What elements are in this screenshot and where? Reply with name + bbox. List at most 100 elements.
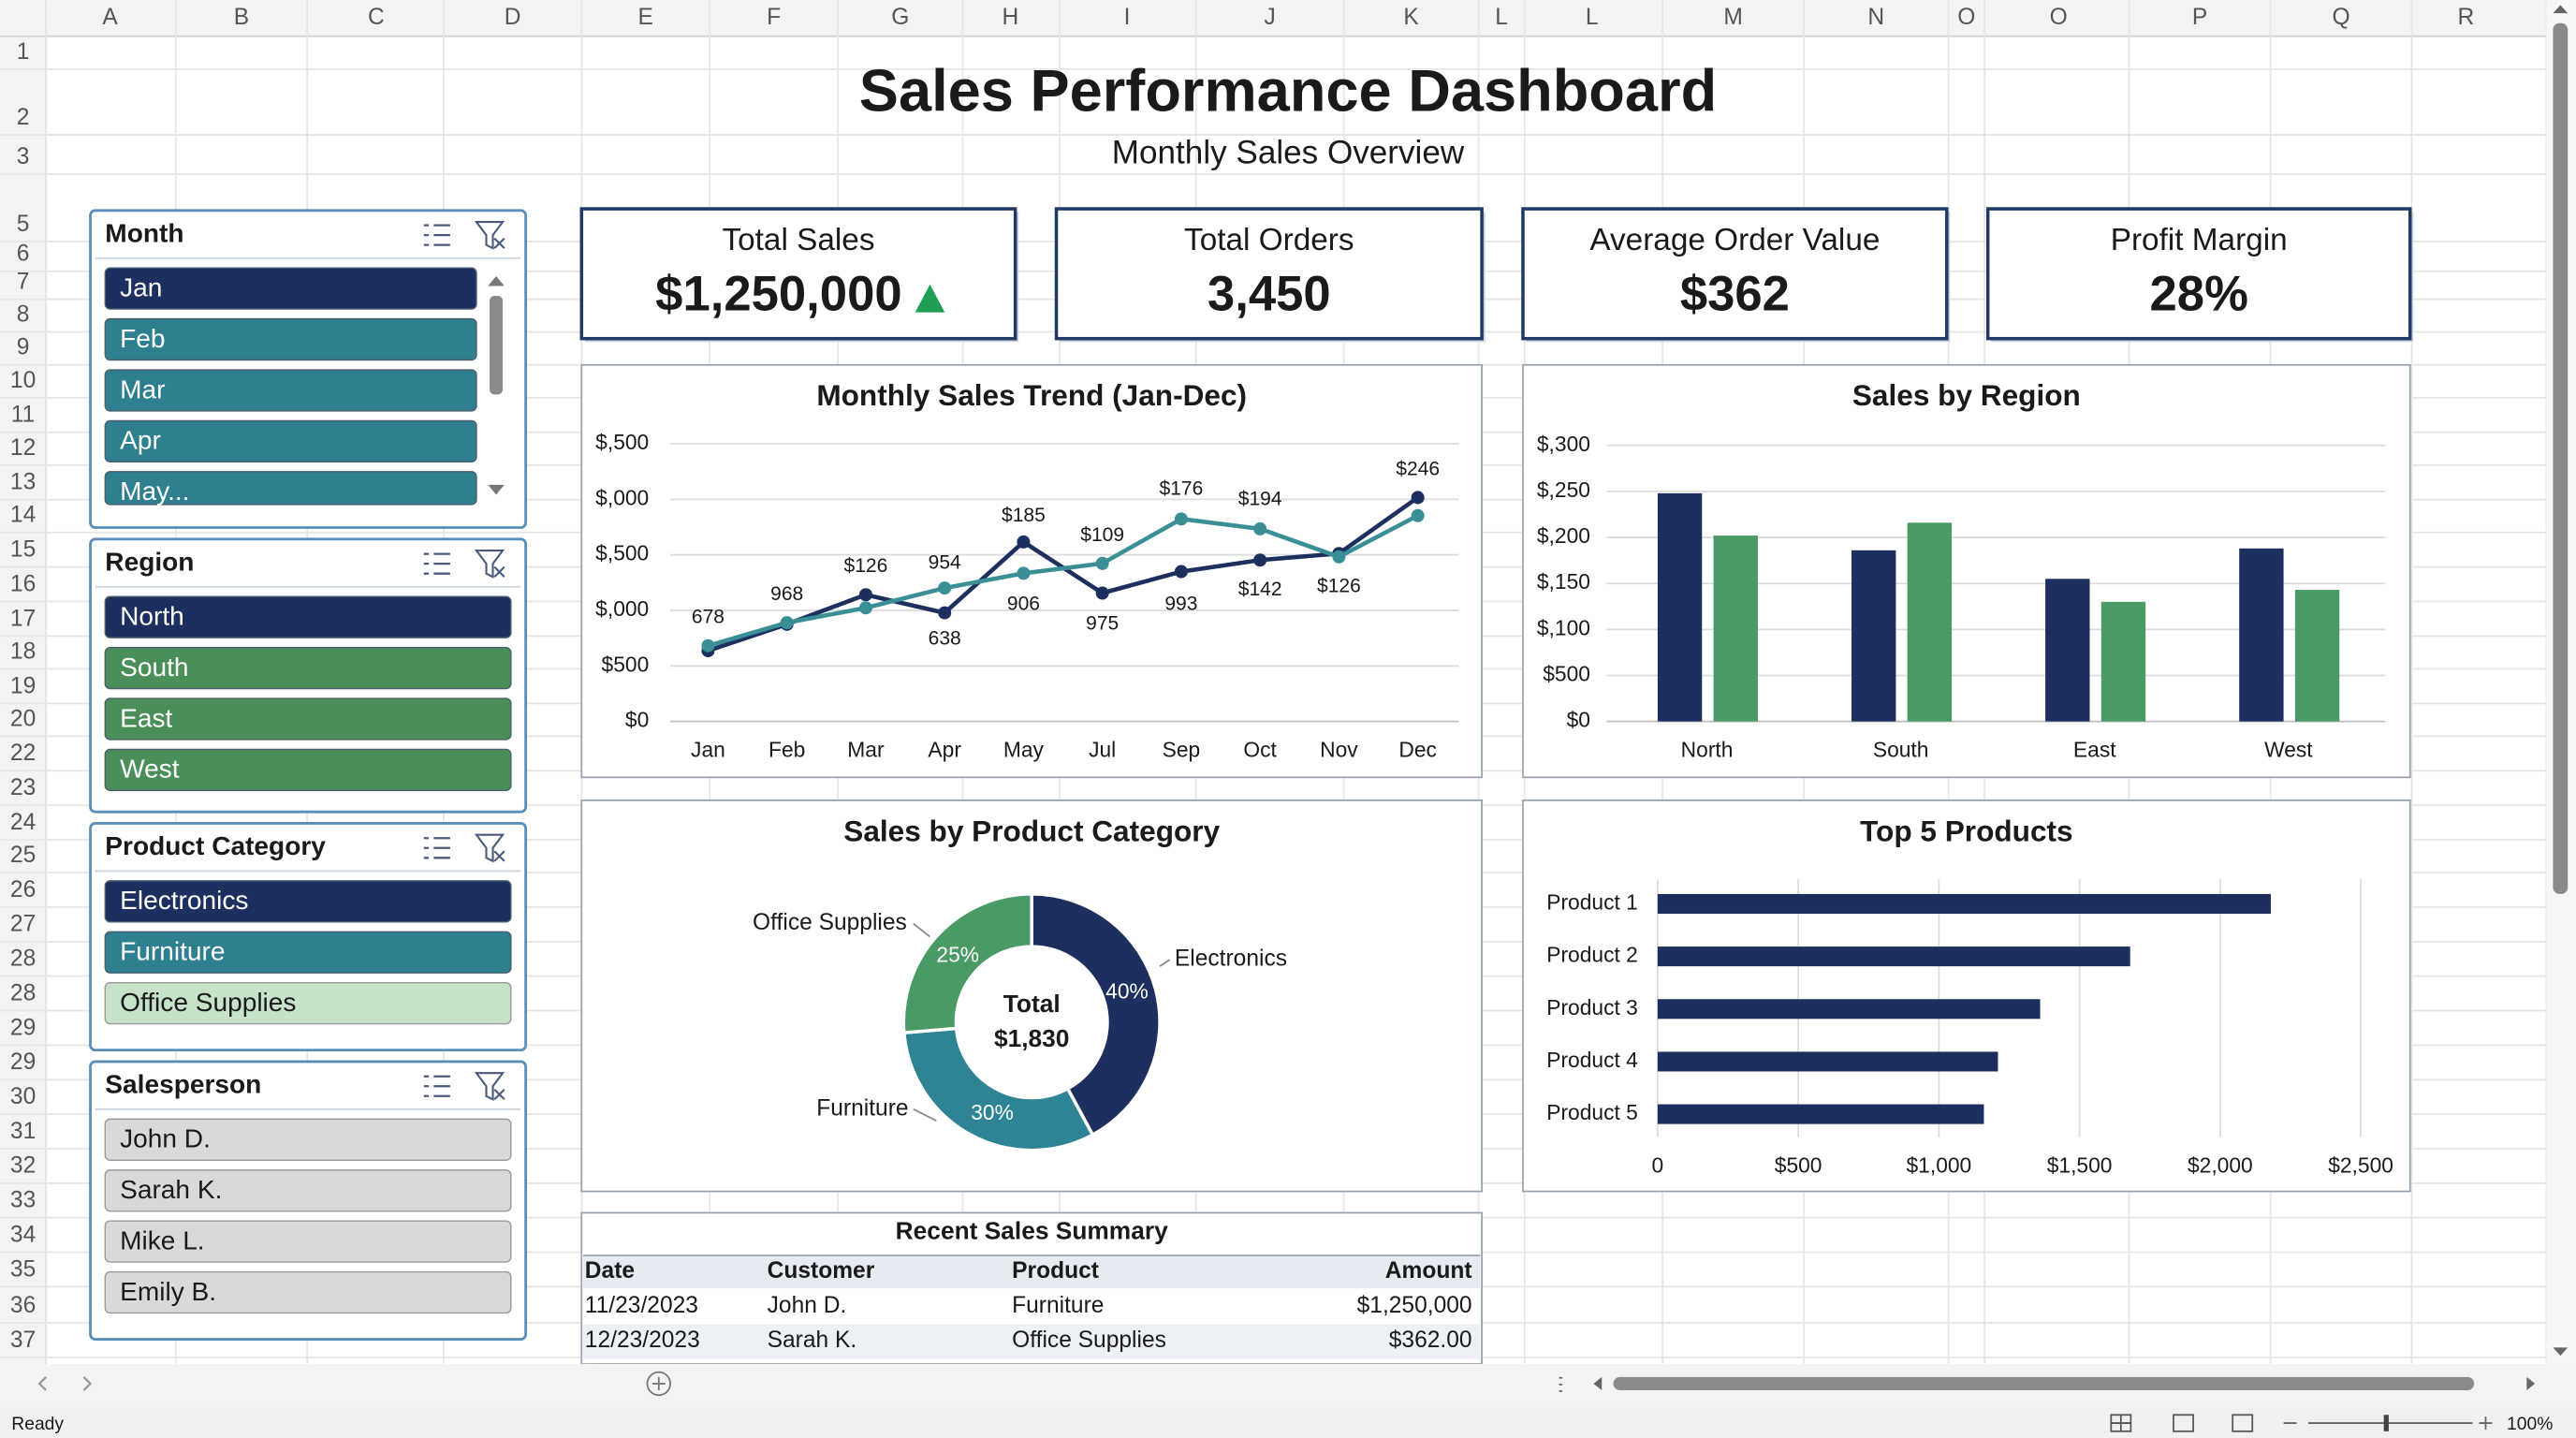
- donut-percent-label: 40%: [1105, 978, 1149, 1003]
- slicer-item[interactable]: [104, 697, 512, 741]
- tab-next[interactable]: [82, 1376, 93, 1391]
- bar: [1657, 999, 2041, 1020]
- chart-title: Sales by Product Category: [843, 814, 1220, 847]
- y-tick-label: $,000: [595, 596, 649, 621]
- bar: [2100, 601, 2146, 722]
- slicer-item[interactable]: [104, 369, 477, 412]
- table-cell: Office Supplies: [1012, 1328, 1166, 1353]
- slicer-item[interactable]: [104, 1220, 512, 1263]
- slicer-item[interactable]: [104, 748, 512, 792]
- y-tick-label: Product 2: [1546, 943, 1638, 967]
- bar: [1657, 1051, 1998, 1072]
- table-header-cell: Customer: [768, 1258, 875, 1284]
- slicer-item-label: John D.: [120, 1124, 211, 1153]
- slicer-item[interactable]: [104, 931, 512, 974]
- scroll-down[interactable]: [2553, 1347, 2569, 1357]
- x-tick-label: Apr: [928, 737, 961, 761]
- kpi-value: 28%: [2150, 267, 2248, 322]
- slicer-scroll-thumb[interactable]: [490, 296, 504, 395]
- bar: [1657, 492, 1703, 722]
- row-header: 31: [10, 1119, 36, 1144]
- scroll-up[interactable]: [2553, 5, 2569, 14]
- row-header: 13: [10, 470, 36, 495]
- bar: [2239, 548, 2284, 722]
- x-tick-label: Nov: [1320, 737, 1358, 761]
- y-tick-label: $,300: [1537, 432, 1590, 456]
- clear-filter-icon[interactable]: [474, 1072, 505, 1102]
- kpi-label: Total Sales: [722, 223, 874, 257]
- row-header: 30: [10, 1084, 36, 1109]
- slicer-item[interactable]: [104, 646, 512, 690]
- column-header: K: [1403, 5, 1419, 30]
- slicer-item-label: West: [120, 755, 180, 784]
- donut-category-label: Office Supplies: [753, 910, 907, 935]
- row-header: 28: [10, 980, 36, 1005]
- page-layout-view[interactable]: [2173, 1414, 2194, 1432]
- hscroll-thumb[interactable]: [1613, 1376, 2475, 1390]
- column-header: O: [2050, 5, 2068, 30]
- slicer-item[interactable]: [104, 267, 477, 310]
- multi-select-icon[interactable]: [423, 224, 450, 246]
- slicer-item[interactable]: [104, 595, 512, 638]
- zoom-slider[interactable]: [2283, 1416, 2493, 1431]
- data-annotation: 954: [929, 552, 961, 574]
- x-tick-label: North: [1681, 737, 1734, 761]
- scroll-thumb[interactable]: [2553, 22, 2569, 894]
- dashboard-subtitle: Monthly Sales Overview: [1112, 134, 1465, 170]
- x-tick-label: Oct: [1243, 737, 1277, 761]
- hscroll-right[interactable]: [2526, 1376, 2536, 1390]
- column-header: F: [767, 5, 781, 30]
- multi-select-icon[interactable]: [423, 552, 450, 575]
- data-annotation: 968: [770, 583, 803, 605]
- donut-slice: [901, 1026, 1095, 1152]
- slicer-item[interactable]: [104, 1270, 512, 1314]
- page-break-view[interactable]: [2232, 1414, 2254, 1432]
- slicer-item[interactable]: [104, 981, 512, 1025]
- x-tick-label: West: [2264, 737, 2313, 761]
- kpi-card: [579, 207, 1017, 341]
- line-point: [1411, 491, 1425, 505]
- x-tick-label: East: [2073, 737, 2116, 761]
- y-tick-label: $,250: [1537, 477, 1590, 502]
- line-point: [1017, 566, 1031, 580]
- data-annotation: $142: [1238, 579, 1282, 600]
- line-point: [938, 606, 952, 620]
- donut-slice: [901, 892, 1033, 1035]
- y-tick-label: Product 3: [1546, 995, 1638, 1020]
- multi-select-icon[interactable]: [423, 1075, 450, 1097]
- zoom-thumb[interactable]: [2383, 1415, 2389, 1431]
- tab-prev[interactable]: [37, 1376, 47, 1391]
- slicer-item[interactable]: [104, 317, 477, 361]
- clear-filter-icon[interactable]: [474, 221, 505, 250]
- column-header: E: [638, 5, 653, 30]
- row-header: 1: [17, 39, 30, 65]
- y-tick-label: $,500: [595, 541, 649, 565]
- slicer-item[interactable]: [104, 1118, 512, 1161]
- donut-percent-label: 25%: [936, 943, 979, 967]
- table-cell: 12/23/2023: [585, 1328, 700, 1353]
- chart-title: Monthly Sales Trend (Jan-Dec): [816, 378, 1247, 412]
- donut-slice: [1030, 892, 1162, 1137]
- row-header: 20: [10, 706, 36, 731]
- slicer-item[interactable]: [104, 880, 512, 923]
- hscroll-left[interactable]: [1593, 1376, 1603, 1390]
- donut-center-value: $1,830: [994, 1024, 1069, 1052]
- clear-filter-icon[interactable]: [474, 833, 505, 863]
- row-header: 8: [17, 302, 30, 328]
- slicer-item[interactable]: [104, 471, 477, 506]
- bar: [2045, 579, 2090, 722]
- slicer-item[interactable]: [104, 1169, 512, 1212]
- x-tick-label: Jul: [1089, 737, 1116, 761]
- row-header: 29: [10, 1015, 36, 1040]
- add-sheet[interactable]: [646, 1371, 671, 1397]
- slicer-item-label: North: [120, 601, 184, 630]
- x-tick-label: $1,000: [1907, 1152, 1972, 1177]
- data-annotation: $176: [1160, 478, 1204, 500]
- slicer-item[interactable]: [104, 419, 477, 463]
- clear-filter-icon[interactable]: [474, 550, 505, 579]
- row-header: 19: [10, 673, 36, 698]
- bar: [1657, 893, 2271, 914]
- multi-select-icon[interactable]: [423, 837, 450, 859]
- line-point: [1411, 508, 1425, 522]
